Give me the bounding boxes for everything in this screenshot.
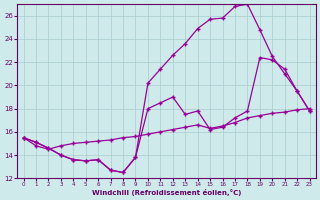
X-axis label: Windchill (Refroidissement éolien,°C): Windchill (Refroidissement éolien,°C) <box>92 189 241 196</box>
